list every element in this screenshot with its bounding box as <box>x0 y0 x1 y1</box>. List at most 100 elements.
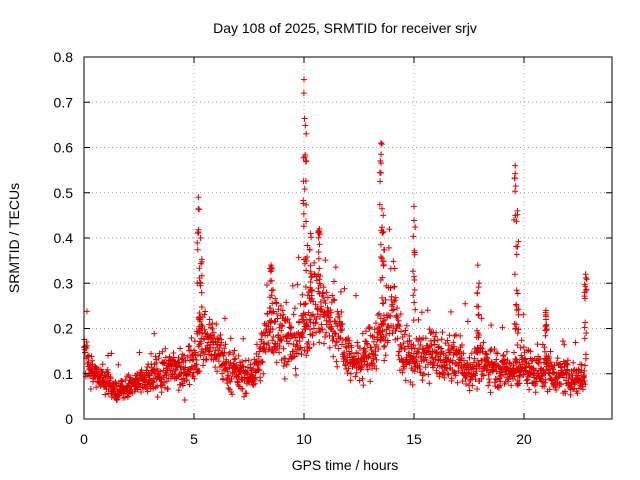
data-point <box>218 339 225 346</box>
data-point <box>354 339 361 346</box>
data-point <box>177 345 184 352</box>
data-point <box>558 381 565 388</box>
data-point <box>510 362 517 369</box>
data-point <box>299 330 306 337</box>
data-point <box>413 358 420 365</box>
data-point <box>477 349 483 356</box>
data-point <box>392 328 399 335</box>
data-point <box>475 312 482 319</box>
data-point <box>269 337 276 344</box>
data-point <box>202 308 209 315</box>
data-point <box>359 330 366 337</box>
data-point <box>293 341 300 348</box>
data-point <box>409 381 416 388</box>
y-tick-label: 0.3 <box>54 275 74 291</box>
data-point <box>575 372 582 379</box>
data-point <box>342 362 349 369</box>
data-point <box>422 335 429 342</box>
data-point <box>411 368 418 375</box>
data-point <box>177 370 184 377</box>
data-point <box>474 344 481 351</box>
data-point <box>277 302 284 309</box>
data-point <box>391 265 398 272</box>
data-point <box>439 329 446 336</box>
data-point <box>451 368 458 375</box>
data-point <box>184 354 191 361</box>
data-point <box>522 356 529 363</box>
data-point <box>508 382 515 389</box>
data-point <box>433 370 440 377</box>
data-point <box>562 390 569 397</box>
data-point <box>406 337 413 344</box>
data-point <box>99 361 106 368</box>
data-point <box>138 389 145 396</box>
data-point <box>152 384 159 391</box>
data-point <box>356 345 363 352</box>
data-point <box>380 312 387 319</box>
data-point <box>491 361 498 368</box>
data-point <box>147 372 153 379</box>
data-point <box>373 365 380 372</box>
y-tick-label: 0.1 <box>54 366 74 382</box>
data-point <box>83 338 90 345</box>
data-point <box>318 321 325 328</box>
data-point <box>352 373 359 380</box>
data-point <box>366 325 373 332</box>
data-point <box>526 386 533 393</box>
data-point <box>206 316 213 323</box>
x-tick-labels: 0 5 10 15 20 <box>80 431 532 447</box>
data-point <box>186 381 193 388</box>
data-point <box>561 341 568 348</box>
grid <box>84 57 612 419</box>
data-point <box>198 289 205 296</box>
data-point <box>578 367 585 374</box>
data-point <box>220 352 227 359</box>
data-point <box>312 320 319 327</box>
data-point <box>298 351 305 358</box>
data-point <box>331 297 338 304</box>
data-point <box>535 360 542 367</box>
data-point <box>178 369 185 376</box>
data-point <box>301 347 308 354</box>
data-point <box>446 332 453 339</box>
data-point <box>291 353 298 360</box>
data-point <box>491 345 498 352</box>
data-point <box>417 369 424 376</box>
data-point <box>347 370 354 377</box>
data-point <box>410 292 417 299</box>
data-point <box>299 316 306 323</box>
data-point <box>376 201 383 208</box>
data-point <box>322 333 329 340</box>
data-point <box>335 345 342 352</box>
data-point <box>302 311 309 318</box>
data-point <box>225 372 232 379</box>
data-points <box>81 76 590 404</box>
data-point <box>377 331 384 338</box>
data-point <box>226 349 233 356</box>
data-point <box>306 246 313 253</box>
data-point <box>459 342 466 348</box>
data-point <box>583 276 590 283</box>
data-point <box>270 286 277 293</box>
data-point <box>239 386 246 393</box>
data-point <box>475 303 482 310</box>
data-point <box>336 313 343 320</box>
data-point <box>164 386 171 393</box>
data-point <box>524 376 531 383</box>
data-point <box>331 278 338 285</box>
data-point <box>171 358 178 365</box>
data-point <box>352 292 359 299</box>
data-point <box>300 223 307 230</box>
data-point <box>516 373 523 380</box>
data-point <box>144 364 151 371</box>
data-point <box>446 358 453 365</box>
data-point <box>515 238 522 245</box>
data-point <box>294 281 301 288</box>
data-point <box>303 257 310 264</box>
data-point <box>338 341 345 348</box>
data-point <box>361 358 368 365</box>
data-point <box>82 349 89 356</box>
data-point <box>518 337 525 344</box>
data-point <box>541 383 548 390</box>
data-point <box>510 216 517 223</box>
